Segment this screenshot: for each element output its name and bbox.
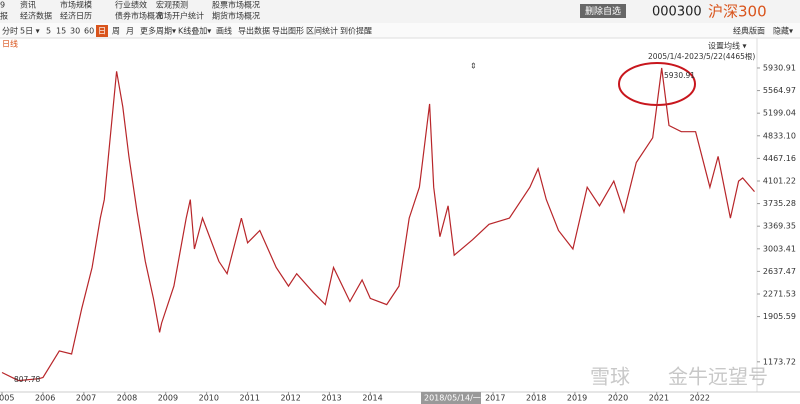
stock-code: 000300 [652, 5, 702, 20]
toolbar [0, 23, 800, 38]
crosshair-label: 2018/05/14/一 [424, 394, 481, 403]
toolbar-item[interactable]: 15 [56, 27, 66, 36]
menu-item[interactable]: 行业绩效 [115, 0, 147, 10]
y-tick-label: 3003.41 [763, 244, 796, 253]
range-info: 2005/1/4-2023/5/22(4465根) [648, 51, 755, 61]
watermark: 雪球 [590, 365, 630, 389]
menu-item[interactable]: 市场规模 [60, 0, 92, 10]
price-line [1, 67, 755, 382]
toolbar-item[interactable]: 日 [98, 27, 106, 36]
x-tick-label: 2010 [199, 394, 219, 403]
crosshair-bg [421, 392, 481, 404]
toolbar-item[interactable]: 30 [70, 27, 80, 36]
active-tab [96, 25, 108, 37]
x-tick-label: 2007 [76, 394, 96, 403]
menu-item[interactable]: 报 [0, 11, 8, 21]
toolbar-item[interactable]: 5 [46, 27, 51, 36]
toolbar-item[interactable]: 5日 ▾ [20, 27, 40, 36]
x-tick-label: 2011 [240, 394, 260, 403]
x-tick-label: 2020 [608, 394, 628, 403]
x-tick-label: 2018 [526, 394, 546, 403]
y-tick-label: 2271.53 [763, 290, 796, 299]
x-tick-label: 2005 [0, 394, 14, 403]
menu-item[interactable]: 9 [0, 1, 5, 10]
menu-item[interactable]: 资讯 [20, 0, 36, 10]
x-tick-label: 2009 [158, 394, 178, 403]
peak-label: 5930.91 [664, 71, 695, 80]
menu-item[interactable]: 期货市场概况 [212, 11, 260, 21]
delete-text[interactable]: 删除自选 [585, 5, 621, 17]
menu-item[interactable]: 宏观预测 [156, 0, 188, 10]
y-tick-label: 5199.04 [763, 109, 796, 118]
x-tick-label: 2013 [321, 394, 341, 403]
menu-item[interactable]: 经济数据 [20, 11, 52, 21]
y-tick-label: 4101.22 [763, 176, 796, 185]
toolbar-item[interactable]: 区间统计 [306, 26, 338, 36]
x-tick-label: 2017 [485, 394, 505, 403]
toolbar-item[interactable]: 画线 [216, 26, 232, 36]
toolbar-item[interactable]: 到价提醒 [340, 26, 372, 36]
x-tick-label: 2022 [690, 394, 710, 403]
toolbar-item[interactable]: 月 [126, 27, 134, 36]
toolbar-item[interactable]: 导出图形 [272, 26, 304, 36]
toolbar-item[interactable]: 导出数据 [238, 26, 270, 36]
highlight-circle [618, 62, 696, 106]
y-tick-label: 2637.47 [763, 267, 796, 276]
x-tick-label: 2006 [35, 394, 55, 403]
menu-item[interactable]: 市场开户统计 [156, 11, 204, 21]
toolbar-item[interactable]: K线叠加▾ [178, 26, 211, 36]
x-tick-label: 2019 [567, 394, 587, 403]
x-tick-label: 2008 [117, 394, 137, 403]
period-label: 日线 [2, 39, 18, 49]
y-tick-label: 3735.28 [763, 199, 796, 208]
toolbar-right[interactable]: 经典版面 [733, 26, 765, 36]
menu-item[interactable]: 债券市场概况 [115, 11, 163, 21]
menu-item[interactable]: 股票市场概况 [212, 0, 260, 10]
toolbar-right[interactable]: 隐藏▾ [773, 26, 793, 36]
x-tick-label: 2014 [362, 394, 382, 403]
y-tick-label: 1905.59 [763, 312, 796, 321]
x-tick-label: 2021 [649, 394, 669, 403]
toolbar-item[interactable]: 更多周期▾ [140, 26, 176, 36]
delete-button[interactable] [580, 4, 626, 18]
toolbar-item[interactable]: 60 [84, 27, 94, 36]
y-tick-label: 1173.72 [763, 357, 796, 366]
x-tick-label: 2012 [280, 394, 300, 403]
ma-setting[interactable]: 设置均线 ▾ [708, 41, 747, 51]
y-tick-label: 4833.10 [763, 131, 796, 140]
y-tick-label: 3369.35 [763, 222, 796, 231]
drag-icon: ⇕ [470, 62, 477, 71]
toolbar-item[interactable]: 分时 [2, 26, 18, 36]
watermark: 金牛远望号 [668, 365, 768, 389]
y-tick-label: 5930.91 [763, 63, 796, 72]
menu-item[interactable]: 经济日历 [60, 11, 92, 21]
y-tick-label: 5564.97 [763, 86, 796, 95]
stock-name: 沪深300 [708, 3, 767, 21]
toolbar-item[interactable]: 周 [112, 27, 120, 36]
y-tick-label: 4467.16 [763, 154, 796, 163]
low-label: 807.78 [14, 375, 40, 384]
